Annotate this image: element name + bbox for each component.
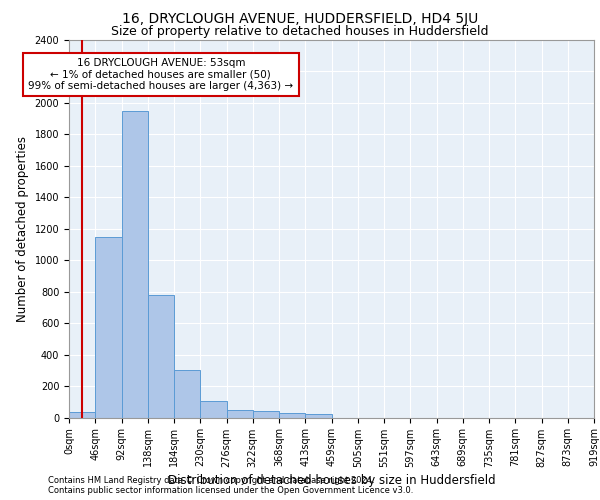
- Bar: [279, 413, 305, 418]
- Bar: [148, 295, 174, 418]
- Text: 16 DRYCLOUGH AVENUE: 53sqm
← 1% of detached houses are smaller (50)
99% of semi-: 16 DRYCLOUGH AVENUE: 53sqm ← 1% of detac…: [28, 58, 293, 91]
- Text: Size of property relative to detached houses in Huddersfield: Size of property relative to detached ho…: [111, 25, 489, 38]
- Bar: [305, 414, 331, 418]
- Bar: [69, 412, 95, 418]
- Bar: [200, 401, 227, 417]
- Bar: [227, 410, 253, 418]
- Bar: [253, 411, 279, 418]
- Text: Contains HM Land Registry data © Crown copyright and database right 2024.: Contains HM Land Registry data © Crown c…: [48, 476, 374, 485]
- Bar: [174, 370, 200, 418]
- X-axis label: Distribution of detached houses by size in Huddersfield: Distribution of detached houses by size …: [167, 474, 496, 486]
- Bar: [121, 111, 148, 418]
- Y-axis label: Number of detached properties: Number of detached properties: [16, 136, 29, 322]
- Text: Contains public sector information licensed under the Open Government Licence v3: Contains public sector information licen…: [48, 486, 413, 495]
- Bar: [95, 236, 121, 418]
- Text: 16, DRYCLOUGH AVENUE, HUDDERSFIELD, HD4 5JU: 16, DRYCLOUGH AVENUE, HUDDERSFIELD, HD4 …: [122, 12, 478, 26]
